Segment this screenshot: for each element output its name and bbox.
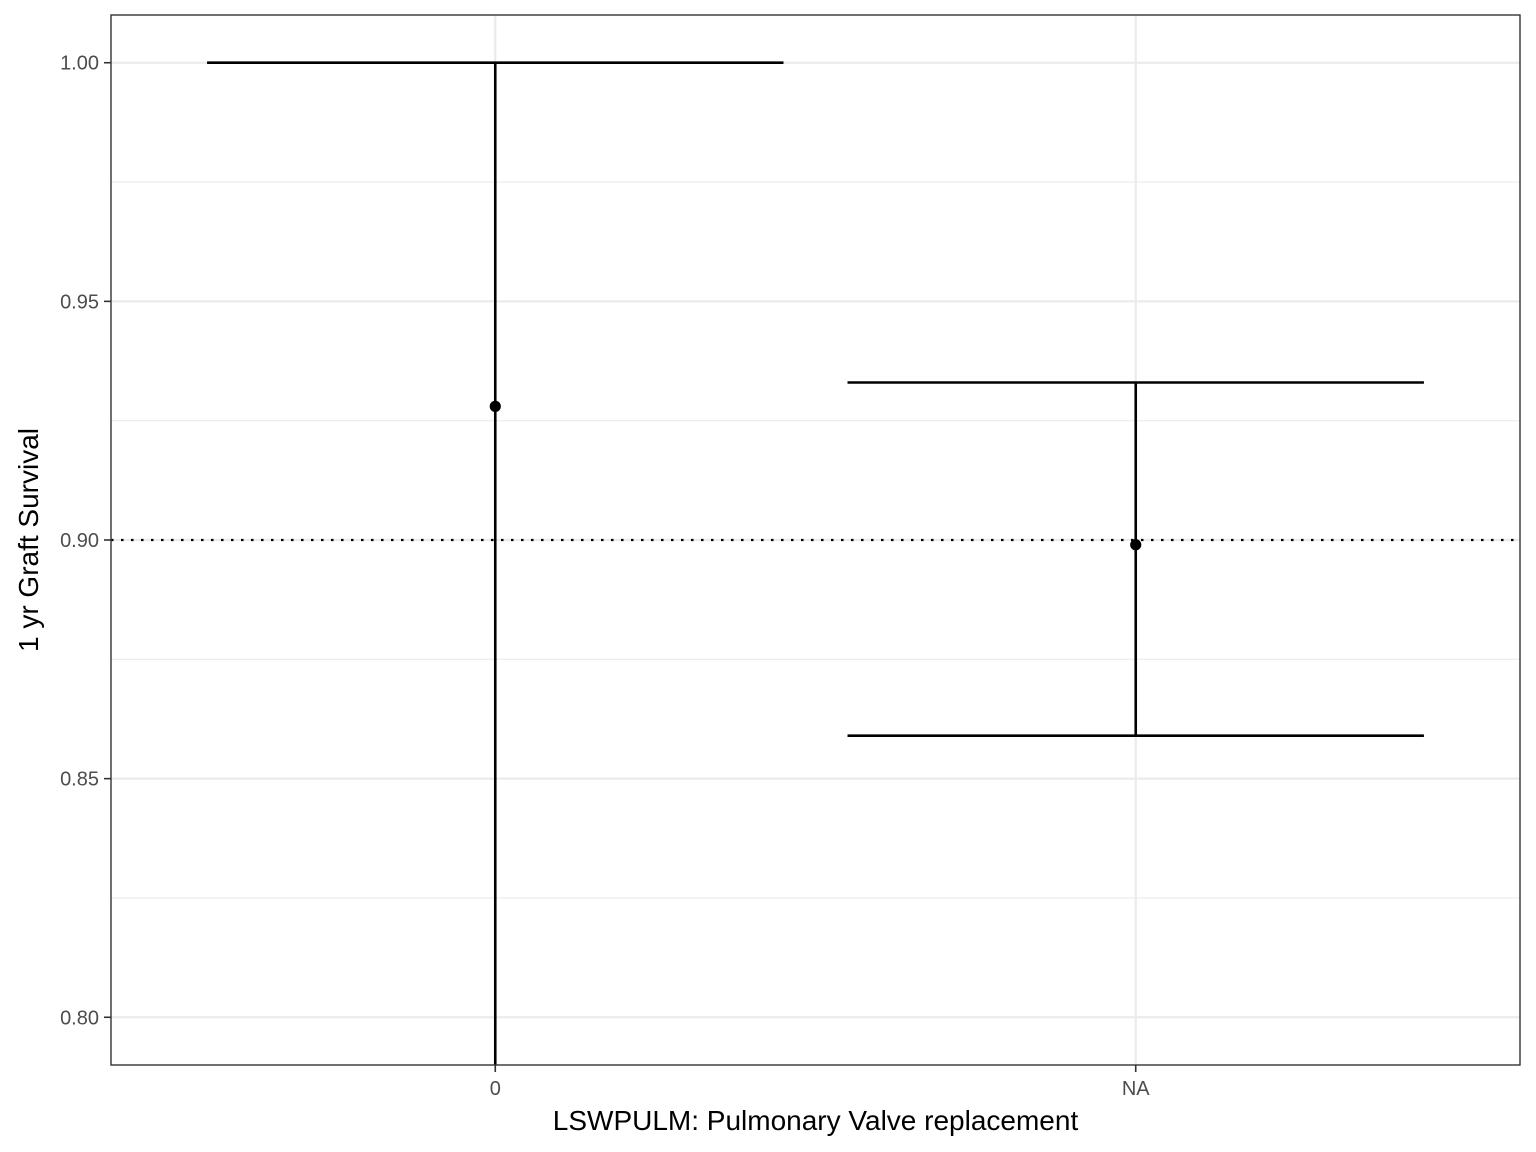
x-tick-label: NA [1122,1078,1150,1100]
axes: 0.80 0.85 0.90 0.95 1.00 0 NA [60,53,1150,1100]
y-tick-label: 1.00 [60,53,99,75]
y-axis-title: 1 yr Graft Survival [13,428,44,652]
x-axis-title: LSWPULM: Pulmonary Valve replacement [553,1105,1079,1136]
point-estimate [1130,539,1142,551]
x-tick-label: 0 [490,1078,501,1100]
y-tick-label: 0.85 [60,769,99,791]
y-tick-label: 0.95 [60,291,99,313]
point-estimate [489,400,501,412]
y-tick-label: 0.80 [60,1007,99,1029]
error-bars-layer [207,61,1424,1065]
y-tick-label: 0.90 [60,530,99,552]
